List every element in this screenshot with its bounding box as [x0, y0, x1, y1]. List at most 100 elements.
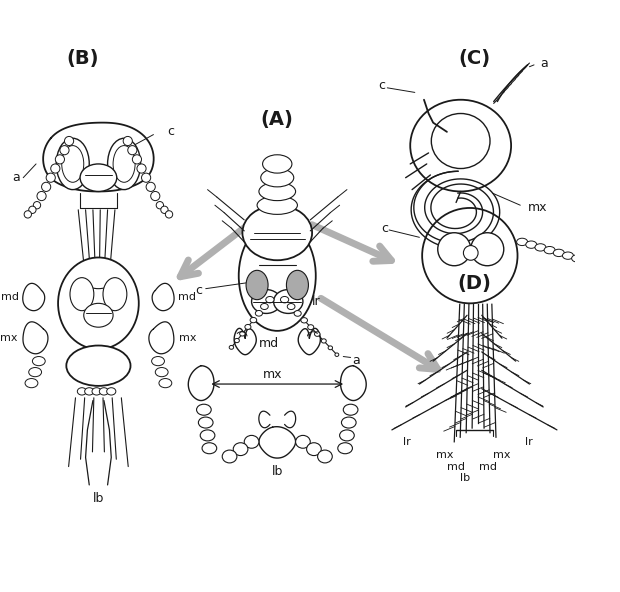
- Ellipse shape: [321, 339, 326, 343]
- Ellipse shape: [590, 260, 601, 268]
- Ellipse shape: [338, 443, 352, 453]
- Ellipse shape: [55, 155, 64, 164]
- Ellipse shape: [257, 196, 298, 214]
- Ellipse shape: [229, 345, 234, 349]
- Ellipse shape: [599, 263, 610, 271]
- Ellipse shape: [317, 450, 332, 463]
- Ellipse shape: [33, 201, 41, 209]
- Ellipse shape: [463, 246, 478, 260]
- Text: c: c: [378, 79, 385, 92]
- Text: c: c: [381, 221, 388, 234]
- Ellipse shape: [132, 155, 141, 164]
- Ellipse shape: [198, 417, 213, 428]
- Ellipse shape: [261, 169, 294, 187]
- Ellipse shape: [56, 139, 89, 189]
- Ellipse shape: [342, 417, 356, 428]
- Text: (B): (B): [66, 49, 99, 68]
- Ellipse shape: [307, 443, 321, 456]
- Ellipse shape: [553, 249, 564, 256]
- Ellipse shape: [113, 146, 135, 182]
- Ellipse shape: [234, 339, 239, 343]
- Ellipse shape: [301, 318, 308, 323]
- Ellipse shape: [432, 114, 490, 169]
- Ellipse shape: [410, 99, 511, 191]
- Ellipse shape: [29, 206, 36, 214]
- Text: a: a: [352, 353, 360, 366]
- Ellipse shape: [155, 368, 168, 377]
- Ellipse shape: [32, 356, 45, 366]
- Ellipse shape: [84, 303, 113, 327]
- Text: (C): (C): [458, 49, 490, 68]
- Ellipse shape: [294, 311, 301, 316]
- Ellipse shape: [60, 146, 69, 155]
- Ellipse shape: [123, 136, 132, 146]
- Ellipse shape: [29, 368, 42, 377]
- Text: (A): (A): [261, 111, 294, 130]
- Ellipse shape: [159, 378, 172, 388]
- Ellipse shape: [202, 443, 217, 453]
- Text: mx: mx: [0, 333, 18, 343]
- Ellipse shape: [263, 155, 292, 173]
- Text: c: c: [195, 284, 202, 297]
- Ellipse shape: [526, 241, 537, 248]
- Ellipse shape: [99, 388, 108, 395]
- Ellipse shape: [287, 304, 295, 310]
- Ellipse shape: [328, 346, 332, 350]
- Ellipse shape: [471, 233, 504, 266]
- Ellipse shape: [37, 191, 46, 201]
- Ellipse shape: [255, 310, 262, 316]
- Text: lb: lb: [272, 465, 283, 478]
- Ellipse shape: [252, 289, 281, 313]
- Ellipse shape: [108, 139, 141, 189]
- Text: lr: lr: [403, 437, 410, 447]
- Ellipse shape: [25, 378, 38, 388]
- Ellipse shape: [314, 332, 320, 336]
- Ellipse shape: [266, 297, 274, 303]
- Ellipse shape: [64, 136, 74, 146]
- Ellipse shape: [296, 435, 310, 448]
- Ellipse shape: [516, 238, 528, 246]
- Ellipse shape: [438, 233, 471, 266]
- Text: lr: lr: [525, 437, 533, 447]
- Ellipse shape: [128, 146, 137, 155]
- Ellipse shape: [260, 304, 268, 310]
- Ellipse shape: [572, 255, 583, 262]
- Ellipse shape: [24, 211, 32, 218]
- Text: a: a: [541, 57, 548, 70]
- Ellipse shape: [239, 221, 316, 331]
- Ellipse shape: [544, 246, 555, 254]
- Text: mx: mx: [179, 333, 197, 343]
- Text: md: md: [178, 292, 196, 302]
- Text: lb: lb: [93, 492, 104, 505]
- Ellipse shape: [240, 332, 245, 336]
- Ellipse shape: [161, 206, 168, 214]
- Ellipse shape: [250, 317, 257, 323]
- Ellipse shape: [308, 324, 314, 330]
- Ellipse shape: [562, 252, 574, 259]
- Ellipse shape: [58, 258, 139, 349]
- Ellipse shape: [141, 173, 151, 182]
- Text: md: md: [1, 292, 19, 302]
- Ellipse shape: [78, 388, 87, 395]
- Ellipse shape: [286, 271, 308, 300]
- Ellipse shape: [92, 388, 101, 395]
- Ellipse shape: [103, 278, 127, 311]
- Ellipse shape: [245, 324, 251, 329]
- Ellipse shape: [340, 430, 354, 441]
- Ellipse shape: [166, 211, 173, 218]
- Text: lb: lb: [460, 474, 471, 484]
- Text: a: a: [13, 171, 20, 184]
- Text: c: c: [167, 126, 174, 139]
- Text: mx: mx: [493, 450, 510, 459]
- Ellipse shape: [46, 173, 55, 182]
- Ellipse shape: [137, 164, 146, 173]
- Ellipse shape: [42, 182, 51, 191]
- Ellipse shape: [146, 182, 155, 191]
- Ellipse shape: [343, 404, 358, 415]
- Ellipse shape: [200, 430, 215, 441]
- Text: mx: mx: [263, 368, 283, 381]
- Ellipse shape: [151, 191, 160, 201]
- Ellipse shape: [335, 353, 339, 356]
- Ellipse shape: [242, 205, 312, 260]
- Ellipse shape: [244, 435, 259, 448]
